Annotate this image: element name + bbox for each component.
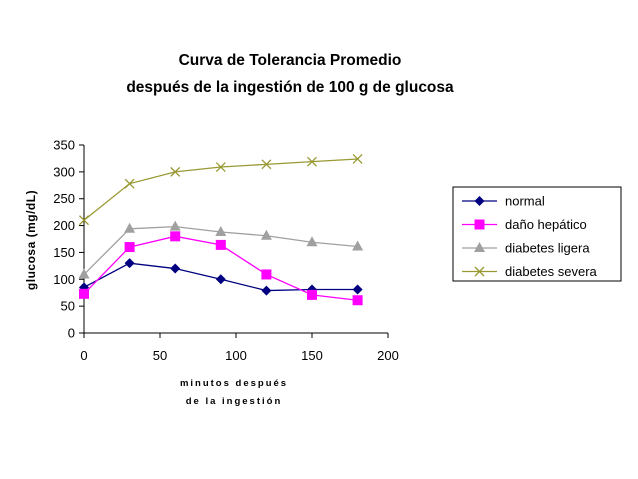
data-point bbox=[260, 229, 272, 240]
data-point bbox=[170, 231, 181, 242]
series-dano-hepatico bbox=[79, 231, 363, 306]
x-marker-stroke bbox=[215, 162, 226, 172]
data-point bbox=[261, 269, 272, 280]
y-axis-label: glucosa (mg/dL) bbox=[24, 190, 38, 290]
legend-label: diabetes ligera bbox=[505, 241, 590, 256]
x-tick-label: 0 bbox=[80, 348, 87, 363]
data-point bbox=[352, 284, 363, 295]
data-point bbox=[215, 274, 226, 285]
y-tick-label: 0 bbox=[68, 326, 75, 341]
data-point bbox=[124, 222, 136, 233]
x-axis-ticks: 0 50 100 150 200 bbox=[80, 333, 399, 363]
data-point bbox=[261, 159, 272, 170]
y-tick-label: 100 bbox=[53, 272, 75, 287]
legend-item-normal: normal bbox=[462, 194, 545, 209]
x-axis-label-line-1: minutos después bbox=[180, 378, 288, 389]
data-point bbox=[352, 240, 364, 251]
data-point bbox=[79, 288, 89, 299]
x-tick-label: 200 bbox=[377, 348, 399, 363]
series-diabetes-severa bbox=[79, 154, 363, 226]
data-point bbox=[352, 154, 363, 164]
legend-marker bbox=[474, 242, 485, 252]
data-series bbox=[78, 154, 364, 306]
x-tick-label: 150 bbox=[301, 348, 323, 363]
data-point bbox=[215, 239, 226, 250]
data-point bbox=[169, 220, 181, 231]
y-tick-label: 200 bbox=[53, 218, 75, 233]
data-point bbox=[170, 166, 181, 177]
data-point bbox=[79, 215, 89, 226]
chart-title-line-2: después de la ingestión de 100 g de gluc… bbox=[126, 79, 454, 96]
legend-item-dano-hepatico: daño hepático bbox=[462, 217, 587, 232]
data-point bbox=[261, 285, 272, 296]
x-tick-label: 100 bbox=[225, 348, 247, 363]
x-marker-stroke bbox=[307, 156, 317, 167]
data-point bbox=[307, 156, 317, 167]
legend-label: normal bbox=[505, 194, 545, 209]
x-marker-stroke bbox=[474, 266, 485, 277]
data-point bbox=[215, 162, 226, 172]
x-marker-stroke bbox=[352, 154, 363, 164]
series-diabetes-ligera bbox=[78, 220, 364, 279]
y-tick-label: 300 bbox=[53, 164, 75, 179]
legend-marker bbox=[474, 266, 485, 277]
series-line bbox=[83, 158, 358, 221]
legend-item-diabetes-severa: diabetes severa bbox=[462, 264, 598, 279]
x-axis-label-line-2: de la ingestión bbox=[186, 396, 283, 407]
data-point bbox=[124, 178, 135, 189]
y-tick-label: 250 bbox=[53, 191, 75, 206]
y-tick-label: 150 bbox=[53, 245, 75, 260]
legend-marker bbox=[474, 196, 485, 206]
data-point bbox=[352, 295, 363, 306]
y-axis-ticks: 0 50 100 150 200 250 300 350 bbox=[53, 138, 84, 341]
x-marker-stroke bbox=[124, 178, 135, 189]
plot-axes bbox=[83, 145, 388, 334]
data-point bbox=[306, 236, 318, 247]
legend-label: daño hepático bbox=[505, 217, 587, 232]
x-marker-stroke bbox=[170, 166, 181, 177]
data-point bbox=[170, 263, 181, 274]
legend-item-diabetes-ligera: diabetes ligera bbox=[462, 241, 590, 256]
data-point bbox=[78, 268, 90, 279]
data-point bbox=[307, 289, 317, 300]
chart-title: Curva de Tolerancia Promedio después de … bbox=[126, 52, 454, 96]
x-marker-stroke bbox=[261, 159, 272, 170]
legend-marker bbox=[474, 219, 485, 230]
y-tick-label: 50 bbox=[61, 299, 75, 314]
data-point bbox=[215, 226, 227, 237]
x-marker-stroke bbox=[79, 215, 89, 226]
x-axis-label: minutos después de la ingestión bbox=[180, 378, 288, 407]
y-tick-label: 350 bbox=[53, 138, 75, 153]
x-tick-label: 50 bbox=[153, 348, 167, 363]
chart-title-line-1: Curva de Tolerancia Promedio bbox=[179, 52, 402, 69]
data-point bbox=[124, 242, 135, 253]
series-normal bbox=[79, 258, 363, 296]
data-point bbox=[124, 258, 135, 269]
legend-label: diabetes severa bbox=[505, 264, 598, 279]
legend: normal daño hepático diabetes ligera diabet… bbox=[452, 186, 622, 282]
